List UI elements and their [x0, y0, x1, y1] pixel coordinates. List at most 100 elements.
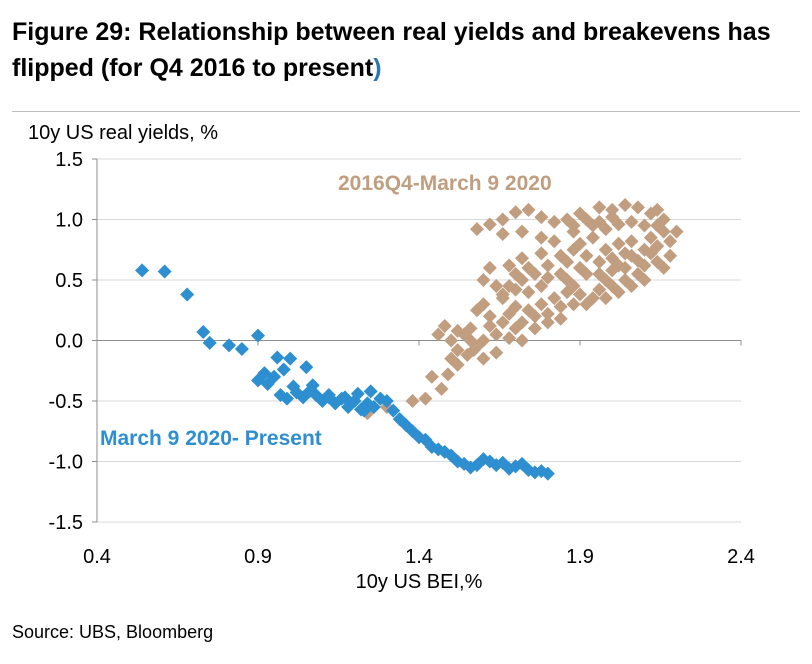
- data-point: [592, 282, 607, 297]
- data-point: [553, 248, 568, 263]
- data-point: [637, 258, 652, 273]
- data-point: [270, 350, 285, 365]
- data-point: [180, 287, 195, 302]
- data-point: [611, 285, 626, 300]
- data-point: [495, 315, 510, 330]
- data-point: [418, 391, 433, 406]
- data-point: [502, 331, 517, 346]
- data-point: [540, 315, 555, 330]
- data-point: [444, 333, 459, 348]
- data-point: [482, 260, 497, 275]
- data-point: [489, 345, 504, 360]
- data-point: [502, 258, 517, 273]
- series-0: [360, 197, 684, 421]
- data-point: [553, 311, 568, 326]
- data-point: [202, 335, 217, 350]
- data-point: [482, 318, 497, 333]
- data-point: [643, 246, 658, 261]
- annotation-2016q4: 2016Q4-March 9 2020: [338, 172, 552, 195]
- data-point: [637, 218, 652, 233]
- data-point: [560, 273, 575, 287]
- annotation-march-2020: March 9 2020- Present: [100, 427, 322, 450]
- data-point: [605, 263, 620, 278]
- title-text: Figure 29: Relationship between real yie…: [12, 18, 771, 82]
- data-point: [508, 299, 523, 314]
- data-point: [299, 360, 314, 375]
- data-point: [650, 218, 665, 233]
- y-tick-label: 0.0: [55, 331, 83, 353]
- data-point: [234, 341, 249, 356]
- data-point: [157, 264, 172, 279]
- data-point: [643, 230, 658, 245]
- data-point: [540, 258, 555, 273]
- data-point: [611, 236, 626, 251]
- y-tick-label: -0.5: [49, 391, 83, 413]
- y-tick-label: -1.5: [49, 512, 83, 534]
- data-point: [515, 251, 530, 266]
- data-point: [521, 260, 536, 275]
- data-point: [579, 212, 594, 227]
- data-point: [573, 236, 587, 251]
- data-point: [476, 273, 491, 287]
- data-point: [547, 291, 562, 306]
- annotations: 2016Q4-March 9 2020 March 9 2020- Present: [100, 172, 552, 450]
- data-point: [276, 362, 291, 377]
- data-point: [469, 222, 484, 237]
- y-axis-title: 10y US real yields, %: [28, 122, 219, 144]
- data-point: [279, 391, 294, 406]
- axes: [92, 158, 742, 523]
- data-point: [521, 285, 536, 300]
- data-point: [598, 291, 613, 306]
- data-point: [482, 217, 497, 232]
- x-tick-label: 0.4: [83, 546, 111, 568]
- data-point: [624, 214, 639, 229]
- data-point: [434, 381, 449, 396]
- data-point: [566, 218, 581, 233]
- data-point: [495, 287, 510, 302]
- data-point: [450, 357, 465, 372]
- data-point: [598, 242, 613, 257]
- data-point: [585, 291, 600, 306]
- scatter-chart: 1.51.00.50.0-0.5-1.0-1.50.4 0.9 1.4 1.9 2.4 …: [49, 149, 755, 593]
- title-close-paren: ): [373, 54, 382, 82]
- data-point: [598, 273, 613, 287]
- chart-title: Figure 29: Relationship between real yie…: [12, 14, 802, 86]
- data-point: [534, 210, 549, 225]
- tick-labels: 1.5 1.0 0.5 0.0 -0.5 -1.0 -1.50.4 0.9 1.4 1.9 2.4: [49, 149, 755, 568]
- data-point: [534, 297, 549, 312]
- data-point: [321, 387, 336, 402]
- data-point: [515, 333, 530, 348]
- data-point: [618, 197, 633, 212]
- x-tick-label: 0.9: [244, 546, 272, 568]
- data-point: [592, 254, 607, 269]
- data-point: [405, 394, 420, 408]
- y-tick-label: 1.0: [55, 210, 83, 232]
- data-point: [502, 279, 517, 294]
- data-point: [350, 386, 365, 401]
- data-point: [424, 369, 439, 384]
- data-point: [135, 263, 150, 278]
- data-point: [579, 266, 594, 281]
- data-point: [508, 266, 523, 281]
- data-point: [450, 343, 465, 358]
- data-point: [553, 299, 568, 314]
- data-point: [196, 325, 211, 340]
- data-point: [379, 394, 394, 408]
- data-point: [357, 403, 372, 418]
- data-point: [540, 306, 555, 321]
- data-point: [592, 200, 607, 215]
- data-point: [489, 279, 504, 294]
- data-point: [440, 367, 455, 382]
- data-point: [527, 321, 542, 336]
- y-tick-label: 0.5: [55, 270, 83, 292]
- data-point: [663, 234, 678, 249]
- data-point: [463, 321, 478, 336]
- x-tick-label: 1.9: [566, 546, 594, 568]
- data-point: [624, 234, 639, 249]
- data-point: [624, 279, 639, 294]
- x-tick-label: 2.4: [727, 546, 755, 568]
- data-point: [482, 309, 497, 324]
- data-point: [534, 279, 549, 294]
- data-point: [495, 212, 510, 227]
- data-point: [515, 315, 530, 330]
